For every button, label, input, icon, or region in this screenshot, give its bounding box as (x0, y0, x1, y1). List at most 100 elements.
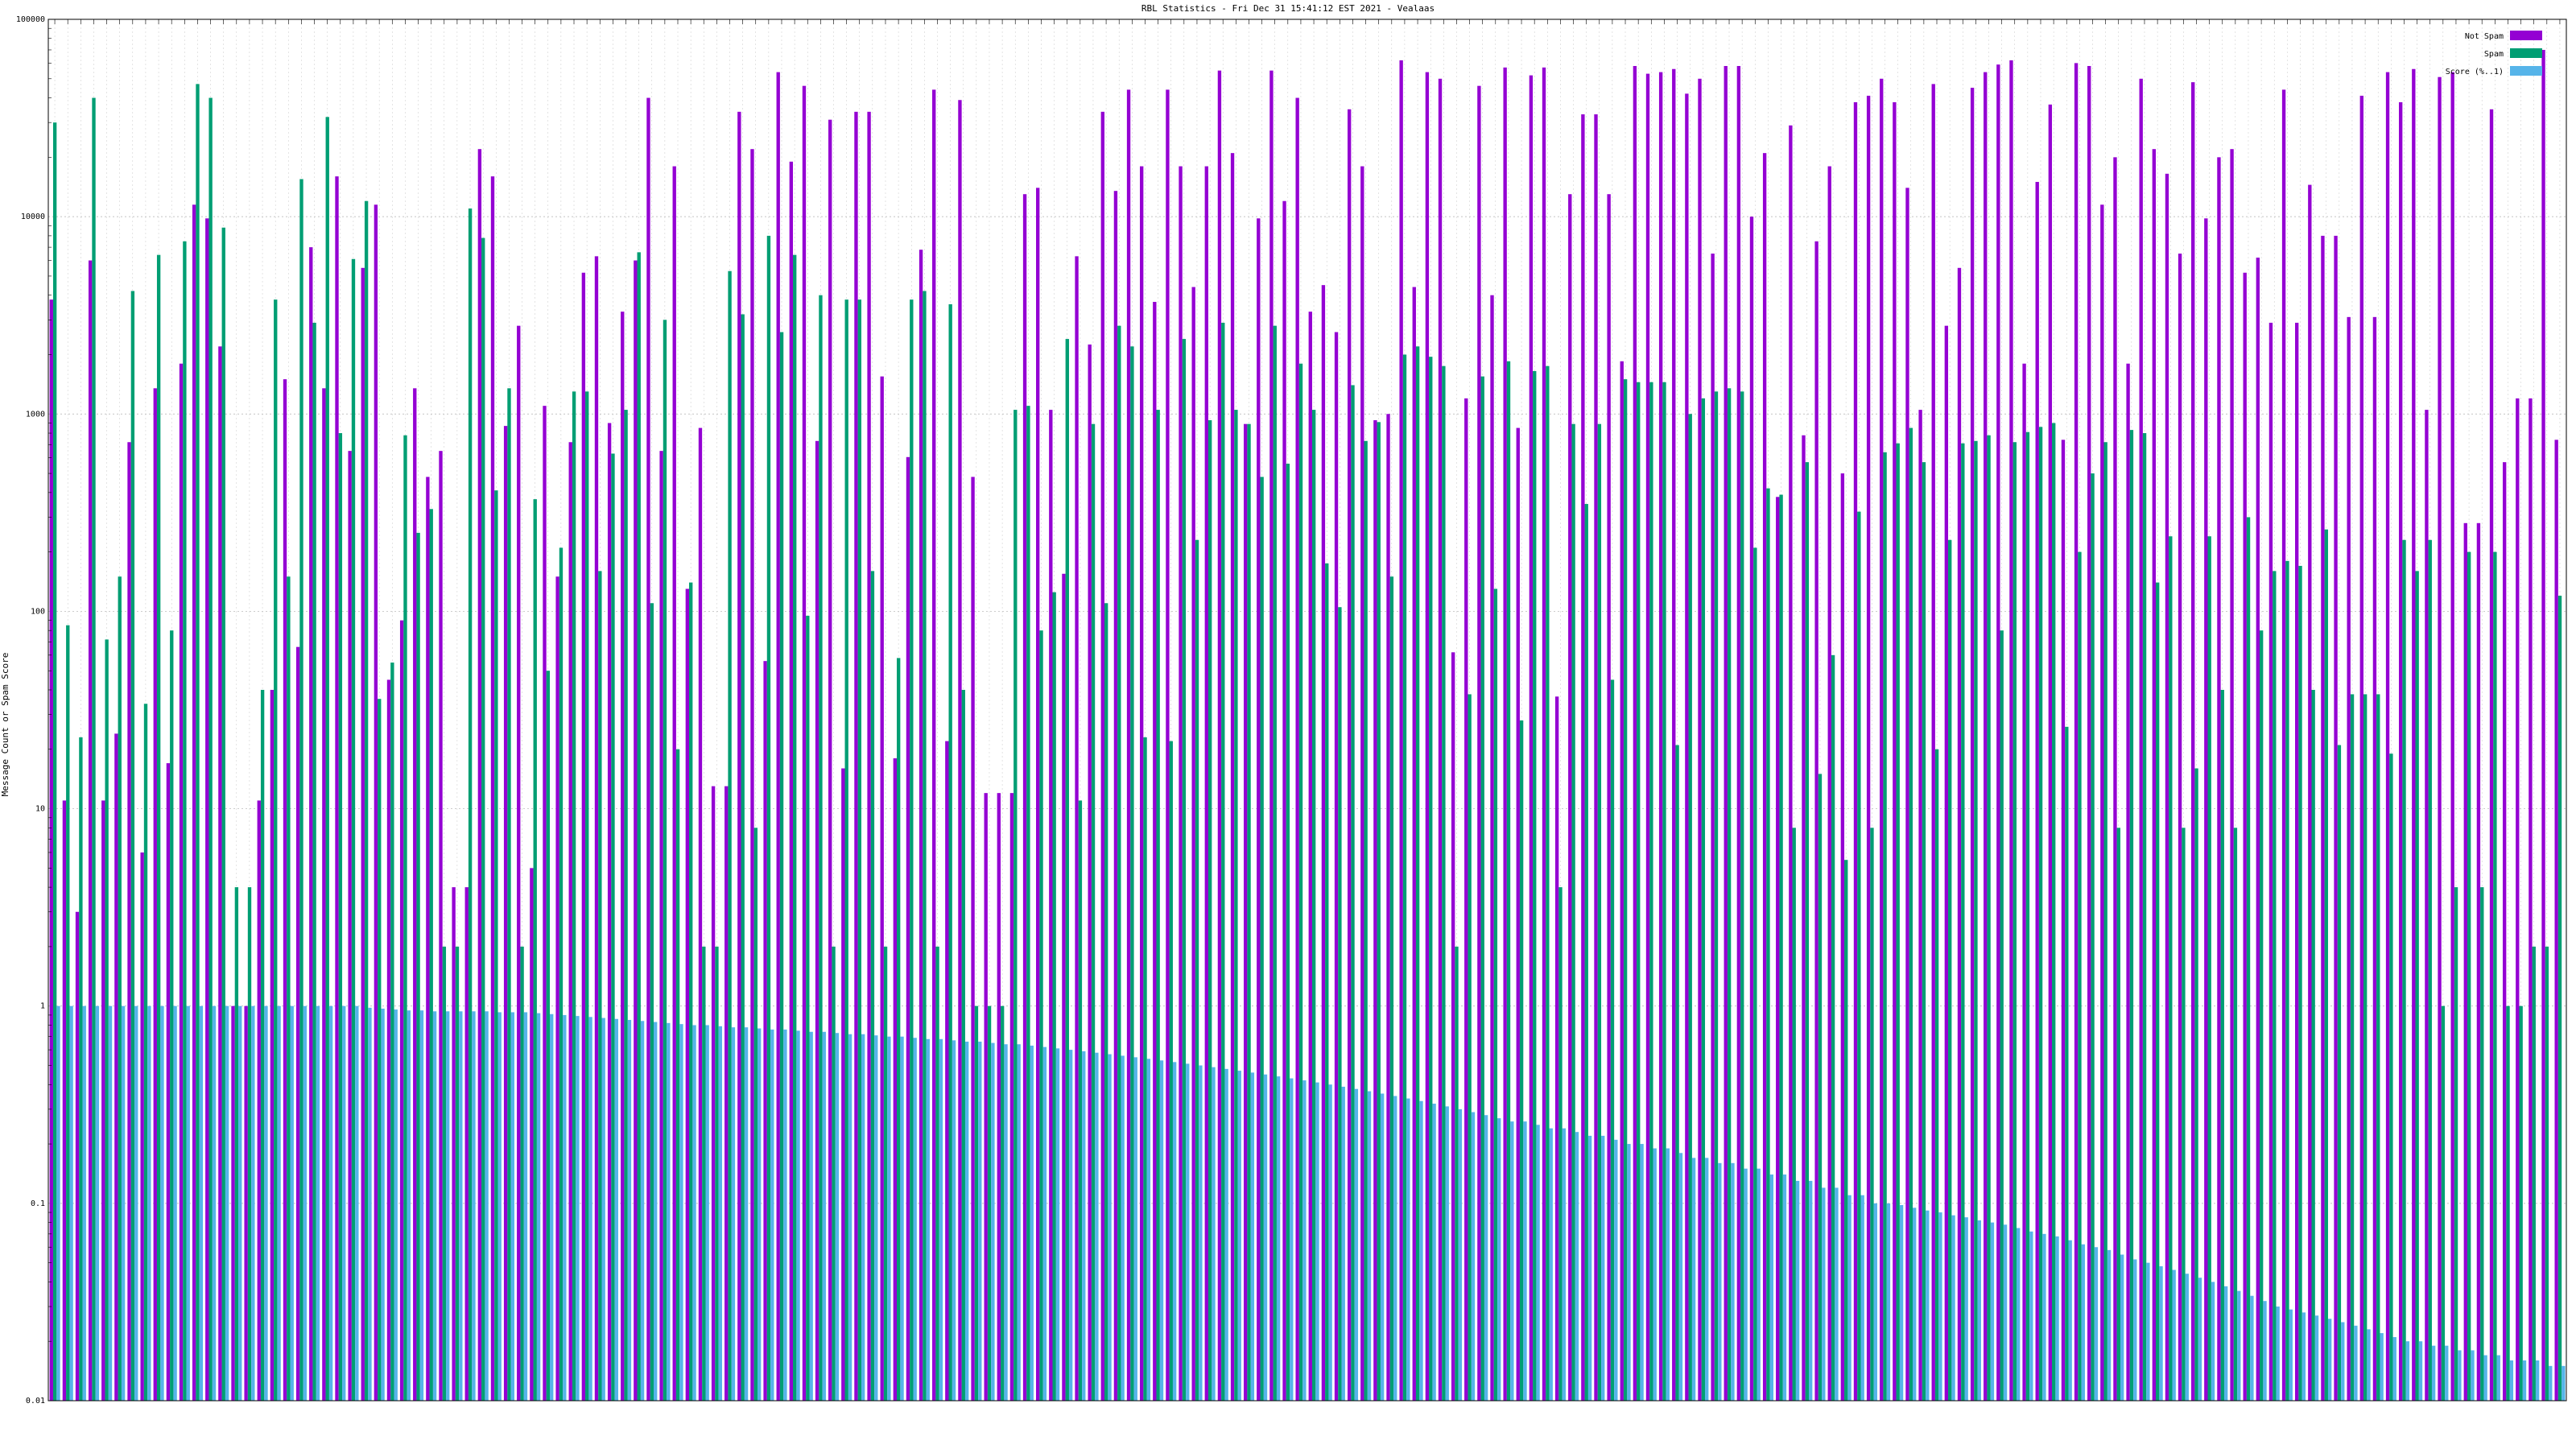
bar-spam (442, 946, 447, 1401)
bar-spam (2220, 689, 2224, 1401)
bar-not-spam (2074, 63, 2079, 1401)
bar-spam (2506, 1005, 2510, 1401)
bar-not-spam (2399, 102, 2403, 1401)
bar-spam (2259, 630, 2264, 1401)
bar-spam (715, 946, 719, 1401)
bar-score (497, 1012, 502, 1401)
bar-score (601, 1018, 605, 1401)
bar-score (1964, 1217, 1968, 1401)
bar-score (1510, 1121, 1514, 1401)
bars-group (49, 49, 2566, 1402)
bar-not-spam (958, 100, 962, 1402)
bar-spam (2103, 442, 2107, 1401)
bar-not-spam (88, 260, 93, 1402)
bar-spam (2363, 694, 2368, 1401)
bar-not-spam (659, 451, 663, 1401)
bar-score (1822, 1187, 1826, 1401)
bar-spam (2519, 1005, 2523, 1401)
bar-not-spam (1866, 95, 1871, 1402)
bar-not-spam (724, 786, 729, 1401)
bar-spam (260, 689, 265, 1401)
bar-spam (1221, 322, 1225, 1402)
bar-not-spam (322, 388, 326, 1401)
bar-not-spam (439, 451, 443, 1401)
bar-score (1172, 1062, 1177, 1401)
bar-spam (1558, 887, 1563, 1401)
bar-spam (2311, 689, 2315, 1401)
bar-score (1562, 1128, 1567, 1401)
bar-score (1224, 1068, 1228, 1401)
bar-not-spam (2178, 254, 2182, 1401)
bar-spam (1896, 443, 1900, 1401)
bar-score (1290, 1078, 1294, 1401)
bar-spam (1273, 325, 1277, 1402)
bar-score (108, 1005, 113, 1401)
bar-not-spam (1568, 194, 1572, 1402)
bar-not-spam (1762, 153, 1767, 1402)
bar-spam (247, 887, 252, 1401)
bar-not-spam (932, 89, 936, 1401)
bar-spam (2207, 536, 2211, 1402)
bar-score (2107, 1249, 2112, 1401)
bar-not-spam (2152, 149, 2157, 1401)
bar-spam (208, 97, 213, 1402)
bar-not-spam (1217, 70, 1222, 1402)
bar-score (485, 1011, 489, 1401)
bar-score (2159, 1265, 2163, 1401)
bar-score (82, 1005, 86, 1401)
bar-spam (637, 252, 641, 1401)
bar-not-spam (1075, 256, 1079, 1401)
bar-score (2133, 1259, 2137, 1401)
bar-spam (1934, 749, 1939, 1401)
bar-not-spam (244, 1005, 248, 1401)
bar-not-spam (1996, 64, 2000, 1402)
bar-score (121, 1005, 126, 1401)
bar-not-spam (2450, 72, 2454, 1401)
legend: Not Spam Spam Score (%..1) (2446, 31, 2542, 76)
bar-not-spam (127, 442, 131, 1401)
bar-score (550, 1013, 554, 1401)
bar-score (757, 1028, 762, 1401)
bar-spam (844, 299, 848, 1402)
bar-score (913, 1038, 917, 1401)
bar-score (2314, 1315, 2319, 1401)
bar-spam (1533, 370, 1537, 1401)
bar-score (964, 1041, 969, 1401)
bar-spam (455, 946, 460, 1401)
bar-spam (663, 320, 667, 1401)
bar-spam (1701, 398, 1706, 1401)
bar-score (1419, 1100, 1423, 1401)
y-tick-label: 10 (35, 805, 45, 814)
bar-spam (1078, 800, 1083, 1401)
bar-score (2509, 1360, 2514, 1401)
bar-spam (221, 227, 225, 1401)
bar-score (1847, 1195, 1852, 1401)
bar-spam (1351, 385, 1355, 1401)
bar-not-spam (2100, 204, 2104, 1402)
bar-score (2431, 1345, 2436, 1401)
bar-spam (1831, 654, 1835, 1401)
bar-not-spam (1853, 102, 1858, 1401)
bar-not-spam (1100, 111, 1104, 1401)
bar-score (1678, 1153, 1683, 1401)
bar-not-spam (1009, 793, 1014, 1401)
bar-score (277, 1005, 281, 1401)
bar-not-spam (1749, 217, 1754, 1402)
bar-not-spam (2204, 218, 2208, 1402)
y-tick-label: 100 (31, 607, 45, 616)
bar-spam (1844, 860, 1848, 1401)
bar-not-spam (2425, 410, 2429, 1401)
bar-score (2458, 1350, 2462, 1401)
bar-score (238, 1005, 242, 1401)
bar-score (2042, 1233, 2046, 1401)
bar-spam (2441, 1005, 2446, 1401)
bar-not-spam (1438, 78, 1443, 1401)
bar-score (407, 1010, 411, 1401)
bar-score (2418, 1341, 2423, 1401)
bar-not-spam (1412, 287, 1416, 1402)
plot-frame (47, 19, 2567, 1402)
bar-spam (1104, 603, 1108, 1401)
bar-not-spam (1554, 696, 1559, 1401)
bar-score (1406, 1098, 1410, 1401)
bar-score (835, 1033, 840, 1401)
